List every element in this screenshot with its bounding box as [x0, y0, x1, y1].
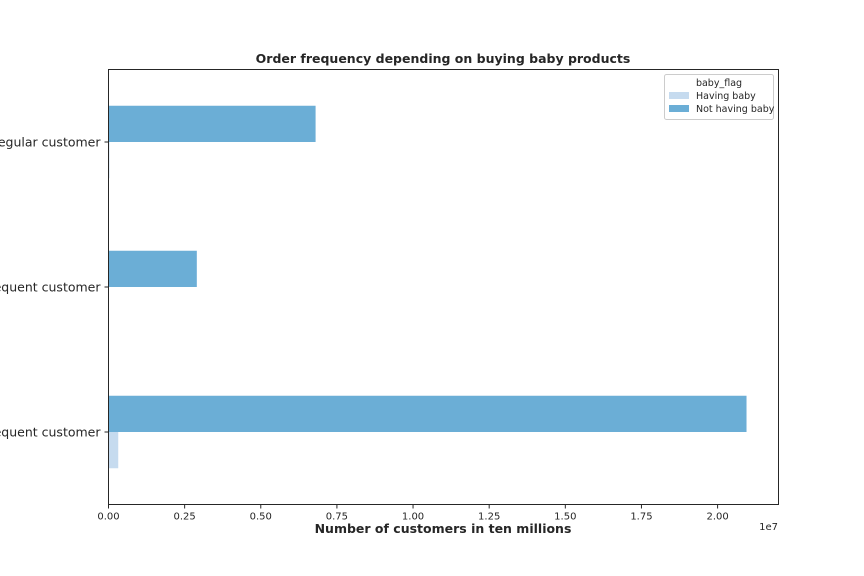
- x-tick-label: 0.25: [174, 512, 196, 523]
- legend-swatch-not-having-baby: [669, 105, 689, 112]
- bar-not-having-baby-1: [108, 250, 197, 287]
- chart-title: Order frequency depending on buying baby…: [256, 51, 631, 66]
- x-tick-label: 0.00: [97, 512, 119, 523]
- bar-not-having-baby-0: [108, 105, 316, 142]
- y-category-label: requent customer: [0, 425, 101, 440]
- x-offset-label: 1e7: [759, 522, 778, 533]
- bars-group: [108, 105, 747, 469]
- x-tick-label: 0.75: [326, 512, 348, 523]
- legend-title: baby_flag: [696, 78, 742, 89]
- legend-swatch-having-baby: [669, 92, 689, 99]
- x-tick-label: 1.50: [554, 512, 576, 523]
- legend: baby_flag Having baby Not having baby: [664, 74, 775, 120]
- y-category-label: Regular customer: [0, 135, 101, 150]
- y-axis-categories: Regular customer requent customer requent …: [0, 135, 109, 440]
- legend-frame: [664, 74, 774, 120]
- x-tick-label: 1.25: [478, 512, 500, 523]
- x-tick-label: 1.75: [630, 512, 652, 523]
- legend-label-not-having-baby: Not having baby: [696, 104, 775, 115]
- x-tick-label: 2.00: [706, 512, 728, 523]
- bar-not-having-baby-2: [108, 395, 747, 432]
- x-axis-label: Number of customers in ten millions: [315, 521, 572, 536]
- legend-label-having-baby: Having baby: [696, 91, 756, 102]
- x-tick-label: 1.00: [402, 512, 424, 523]
- x-tick-label: 0.50: [250, 512, 272, 523]
- bar-having-baby-2: [108, 432, 119, 469]
- x-axis-ticks: 0.00 0.25 0.50 0.75 1.00 1.25 1.50 1.75 2.00: [97, 504, 729, 523]
- y-category-label: requent customer: [0, 280, 101, 295]
